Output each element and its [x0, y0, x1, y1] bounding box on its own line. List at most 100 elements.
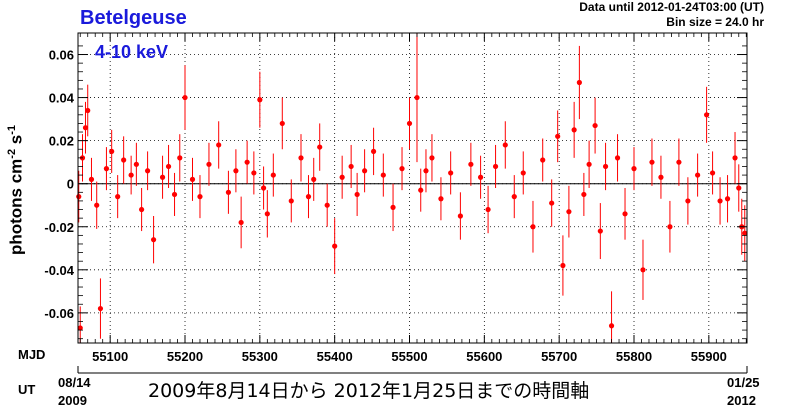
data-point	[225, 189, 232, 195]
data-point	[592, 122, 598, 129]
data-point	[97, 305, 104, 312]
data-point	[622, 211, 628, 217]
data-point	[370, 148, 377, 155]
plot-frame	[77, 32, 748, 344]
data-point	[311, 176, 317, 182]
data-point	[182, 94, 188, 101]
data-point	[317, 144, 323, 150]
data-point	[724, 196, 731, 202]
data-point	[492, 163, 499, 170]
y-tick-label: 0.06	[49, 48, 74, 63]
ut-start-date: 08/14	[58, 375, 91, 390]
data-point	[560, 262, 566, 269]
time-axis-caption: 2009年8月14日から 2012年1月25日までの時間軸	[148, 380, 590, 402]
data-point	[485, 206, 491, 213]
data-point	[171, 191, 178, 198]
data-point	[332, 243, 338, 249]
x-tick-label: 55500	[391, 349, 427, 364]
data-point	[631, 166, 637, 172]
data-point	[571, 127, 577, 133]
data-point	[103, 166, 110, 172]
data-point	[279, 120, 285, 127]
data-point	[115, 194, 121, 200]
data-point	[354, 191, 360, 198]
data-point	[109, 148, 115, 155]
data-point	[159, 174, 166, 180]
data-point	[77, 325, 83, 331]
data-point	[88, 176, 95, 182]
data-point	[298, 155, 304, 161]
x-tick-label: 55100	[92, 349, 128, 364]
data-point	[260, 185, 267, 191]
data-point	[165, 163, 172, 170]
data-point	[597, 228, 603, 234]
data-point	[511, 194, 517, 200]
data-point	[438, 196, 444, 202]
y-axis-title: photons cm-2 s-1	[6, 124, 26, 256]
y-tick-label: 0	[67, 177, 74, 192]
data-point	[406, 120, 413, 127]
data-point	[549, 200, 555, 206]
data-point	[150, 237, 157, 243]
data-point	[177, 155, 183, 161]
data-point	[257, 97, 263, 103]
data-point	[581, 191, 587, 198]
data-point	[576, 79, 582, 86]
bin-size-text: Bin size = 24.0 hr	[666, 15, 764, 29]
data-point	[540, 157, 546, 163]
data-point	[658, 174, 664, 180]
data-point	[555, 133, 561, 139]
plot-background	[78, 33, 747, 343]
y-tick-label: -0.04	[44, 263, 74, 278]
axis-ticks	[78, 33, 747, 343]
data-point	[414, 94, 420, 101]
data-point	[348, 163, 354, 170]
ut-start-year: 2009	[58, 393, 87, 408]
y-tick-label: 0.04	[49, 91, 75, 106]
data-point	[502, 142, 508, 148]
data-point	[238, 219, 244, 226]
data-point	[602, 163, 609, 170]
data-point	[139, 206, 145, 213]
x-tick-label: 55200	[167, 349, 203, 364]
data-point	[206, 161, 212, 167]
data-point	[520, 170, 526, 176]
data-point	[732, 155, 738, 161]
data-point	[709, 170, 716, 176]
data-point	[457, 213, 463, 219]
data-until-text: Data until 2012-01-24T03:00 (UT)	[579, 0, 764, 14]
data-point	[717, 198, 723, 204]
ut-end-date: 01/25	[727, 375, 760, 390]
data-point	[703, 112, 710, 118]
data-point	[144, 168, 151, 174]
data-point	[418, 187, 424, 193]
data-point	[76, 194, 82, 200]
data-point	[448, 170, 454, 176]
data-point	[324, 202, 330, 208]
data-point	[614, 155, 621, 161]
data-point	[380, 172, 386, 178]
data-point	[197, 194, 203, 200]
y-tick-label: -0.02	[44, 220, 74, 235]
x-tick-label: 55700	[541, 349, 577, 364]
data-point	[742, 230, 748, 236]
data-point	[189, 176, 196, 182]
data-point	[362, 168, 368, 174]
data-point	[270, 172, 276, 178]
data-series	[76, 33, 748, 343]
y-tick-label: 0.02	[49, 134, 74, 149]
data-point	[530, 224, 536, 230]
x-tick-label: 55600	[466, 349, 502, 364]
data-point	[339, 174, 345, 180]
data-point	[566, 209, 572, 215]
data-point	[85, 107, 91, 114]
data-point	[608, 323, 615, 329]
ut-end-year: 2012	[727, 393, 756, 408]
data-point	[264, 211, 270, 217]
data-point	[736, 185, 742, 191]
data-point	[649, 159, 655, 165]
energy-band-label: 4-10 keV	[95, 42, 169, 62]
data-point	[94, 202, 100, 208]
data-point	[640, 267, 646, 273]
